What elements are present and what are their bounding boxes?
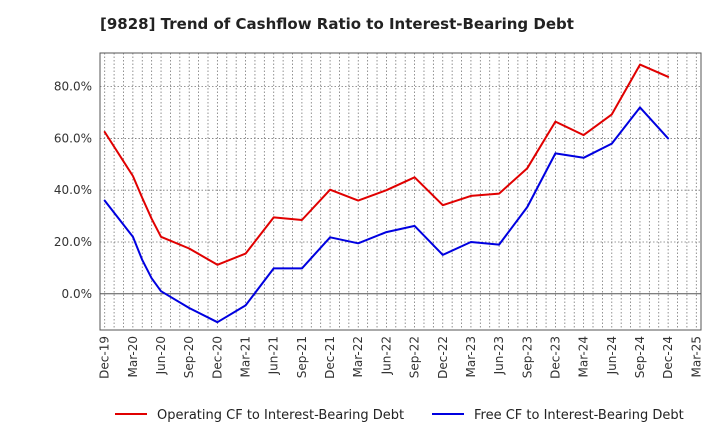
x-tick-label: Jun-22 [379,336,393,375]
y-tick-label: 80.0% [54,80,92,94]
y-tick-label: 20.0% [54,235,92,249]
plot-frame [99,52,702,331]
series-line-1 [103,63,670,266]
x-tick-label: Jun-20 [154,336,168,375]
chart-title: [9828] Trend of Cashflow Ratio to Intere… [100,15,574,33]
x-tick-label: Dec-21 [323,336,337,379]
x-tick-label: Mar-24 [577,336,591,377]
x-tick-label: Mar-21 [239,336,253,377]
x-tick-label: Mar-25 [689,336,703,377]
x-tick-label: Jun-24 [605,336,619,375]
x-tick-label: Dec-19 [98,336,112,379]
legend-label-1: Operating CF to Interest-Bearing Debt [157,408,404,423]
y-tick-label: 40.0% [54,183,92,197]
x-tick-label: Jun-23 [492,336,506,375]
x-tick-label: Jun-21 [267,336,281,375]
legend-label-2: Free CF to Interest-Bearing Debt [474,408,684,423]
x-tick-label: Dec-23 [548,336,562,379]
x-tick-label: Sep-22 [408,336,422,378]
series-line-2 [103,106,670,324]
x-tick-label: Mar-22 [351,336,365,377]
y-tick-label: 0.0% [62,287,93,301]
x-tick-label: Sep-23 [520,336,534,378]
y-tick-label: 60.0% [54,131,92,145]
x-tick-label: Sep-24 [633,336,647,378]
x-tick-label: Mar-23 [464,336,478,377]
x-tick-label: Dec-24 [661,336,675,379]
plot-area [100,53,701,330]
x-tick-label: Sep-20 [182,336,196,378]
x-tick-label: Mar-20 [126,336,140,377]
x-tick-label: Dec-22 [436,336,450,379]
x-tick-label: Sep-21 [295,336,309,378]
x-tick-label: Dec-20 [210,336,224,379]
